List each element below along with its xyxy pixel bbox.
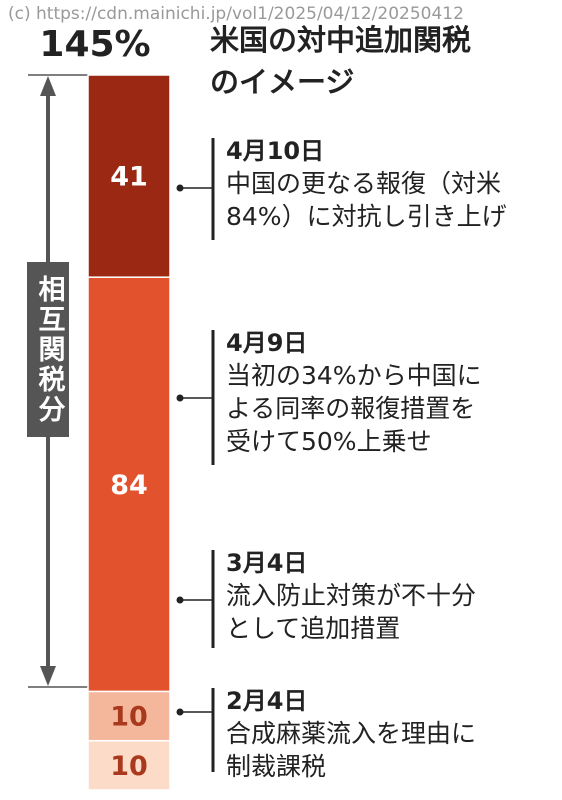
bar-segment bbox=[87, 276, 171, 693]
value-label: 41 bbox=[110, 162, 148, 193]
bracket-label: 相互関税分 bbox=[34, 275, 66, 425]
chart-title: のイメージ bbox=[210, 65, 354, 99]
chart-title: 米国の対中追加関税 bbox=[210, 23, 471, 57]
bar-segment bbox=[87, 690, 171, 742]
annotation-text: 制裁課税 bbox=[226, 752, 326, 781]
annotation-date: 2月4日 bbox=[226, 687, 307, 715]
annotation-text: よる同率の報復措置を bbox=[226, 394, 475, 423]
annotation-text: として追加措置 bbox=[226, 614, 400, 643]
annotation-text: 受けて50%上乗せ bbox=[226, 427, 432, 456]
arrow-head bbox=[40, 666, 56, 686]
bar-segment bbox=[87, 739, 171, 791]
bar-segment bbox=[87, 74, 171, 278]
annotation-text: 合成麻薬流入を理由に bbox=[226, 719, 476, 748]
annotation-text: 中国の更なる報復（対米 bbox=[226, 169, 501, 198]
annotation-date: 3月4日 bbox=[226, 549, 307, 577]
watermark: (c) https://cdn.mainichi.jp/vol1/2025/04… bbox=[8, 4, 464, 24]
annotation-date: 4月9日 bbox=[226, 329, 307, 357]
arrow-head bbox=[40, 76, 56, 96]
bracket-label-box bbox=[27, 262, 69, 437]
value-label: 10 bbox=[110, 702, 148, 733]
total-label: 145% bbox=[39, 24, 150, 65]
bracket bbox=[27, 74, 88, 688]
annotation-text: 当初の34%から中国に bbox=[226, 361, 482, 390]
value-label: 10 bbox=[110, 751, 148, 782]
annotation-text: 84%）に対抗し引き上げ bbox=[226, 202, 507, 231]
annotation-date: 4月10日 bbox=[226, 137, 324, 165]
value-label: 84 bbox=[110, 470, 148, 501]
annotation-text: 流入防止対策が不十分 bbox=[226, 581, 476, 610]
